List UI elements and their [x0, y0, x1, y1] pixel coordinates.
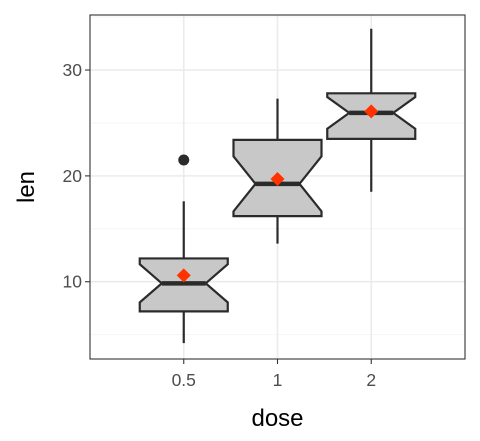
y-axis-title: len	[13, 171, 40, 203]
x-tick-label: 0.5	[172, 370, 196, 390]
box-1	[232, 98, 323, 244]
mean-marker	[270, 172, 285, 187]
outlier-point	[178, 154, 190, 166]
x-tick-label: 1	[273, 370, 283, 390]
axis-ticks: 10 20 30 0.5 1 2	[63, 60, 377, 390]
mean-marker	[176, 268, 191, 283]
x-axis-title: dose	[251, 405, 303, 432]
x-tick-label: 2	[366, 370, 376, 390]
y-tick-label: 30	[63, 60, 83, 80]
y-tick-label: 10	[63, 272, 83, 292]
box-0.5	[138, 154, 229, 344]
mean-marker	[364, 104, 379, 119]
y-tick-label: 20	[63, 166, 83, 186]
boxes-layer	[138, 28, 417, 344]
box-2	[326, 28, 417, 192]
